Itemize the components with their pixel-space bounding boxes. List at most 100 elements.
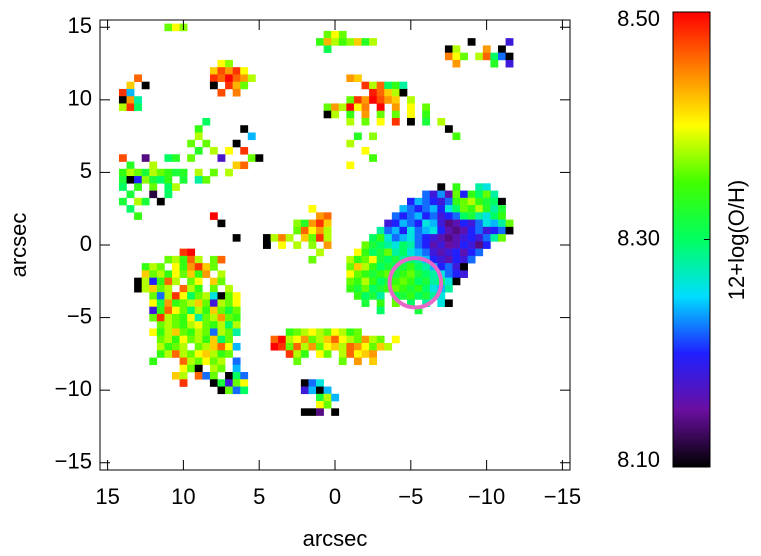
cell: [217, 277, 226, 286]
cell: [467, 219, 476, 228]
cell: [331, 328, 340, 337]
cell: [300, 226, 309, 235]
cell: [437, 117, 446, 126]
cell: [346, 270, 355, 278]
cell: [217, 299, 226, 307]
cell: [384, 81, 393, 90]
cell: [126, 103, 135, 112]
cell: [209, 263, 218, 271]
cell: [391, 241, 400, 249]
cell: [293, 335, 302, 344]
cell: [384, 88, 393, 97]
cell: [338, 38, 347, 46]
cell: [353, 263, 362, 271]
cell: [164, 270, 173, 278]
cell: [209, 342, 218, 351]
cell: [300, 342, 309, 351]
cell: [194, 176, 203, 184]
cell: [346, 96, 355, 104]
cell: [467, 205, 476, 213]
cell: [156, 328, 165, 337]
cell: [240, 147, 249, 155]
cell: [194, 372, 203, 380]
cell: [452, 45, 461, 53]
cell: [194, 328, 203, 337]
cell: [376, 306, 385, 315]
cell: [376, 335, 385, 344]
cell: [331, 30, 340, 39]
cell: [482, 45, 491, 53]
cell: [187, 248, 196, 257]
cell: [414, 248, 423, 257]
cell: [437, 241, 446, 249]
cell: [361, 299, 370, 307]
cell: [323, 342, 332, 351]
cell: [452, 277, 461, 286]
cell: [429, 197, 438, 206]
cell: [452, 183, 461, 191]
cell: [346, 117, 355, 126]
cell: [391, 103, 400, 112]
cell: [369, 248, 377, 257]
cell: [391, 110, 400, 119]
cell: [369, 88, 377, 97]
cell: [497, 226, 506, 235]
cell: [437, 183, 446, 191]
cell: [331, 408, 340, 416]
cell: [422, 270, 431, 278]
cell: [187, 328, 196, 337]
cell: [490, 197, 499, 206]
cell: [217, 292, 226, 300]
cell: [300, 219, 309, 228]
cell: [452, 212, 461, 220]
cell: [217, 313, 226, 322]
cell: [179, 168, 188, 177]
cell: [156, 263, 165, 271]
cell: [149, 190, 158, 199]
cell: [209, 147, 218, 155]
cell: [134, 96, 142, 104]
cell: [209, 306, 218, 315]
cell: [346, 110, 355, 119]
cell: [429, 190, 438, 199]
cell: [407, 299, 415, 307]
cell: [429, 212, 438, 220]
cell: [338, 357, 347, 366]
cell: [232, 328, 241, 337]
cell: [361, 103, 370, 112]
cell: [346, 342, 355, 351]
cell: [482, 190, 491, 199]
cell: [217, 342, 226, 351]
cell: [407, 248, 415, 257]
cell: [407, 205, 415, 213]
cell: [217, 306, 226, 315]
cell: [331, 110, 340, 119]
cell: [429, 234, 438, 242]
cell: [376, 299, 385, 307]
cell: [361, 255, 370, 264]
cell: [475, 183, 484, 191]
cell: [209, 335, 218, 344]
cell: [323, 30, 332, 39]
cell: [134, 212, 142, 220]
x-tick-label: 0: [329, 484, 341, 509]
cell: [232, 88, 241, 97]
cell: [467, 241, 476, 249]
cell: [429, 241, 438, 249]
cell: [225, 67, 233, 75]
cell: [407, 292, 415, 300]
cell: [497, 205, 506, 213]
cell: [460, 226, 468, 235]
cell: [126, 88, 135, 97]
cell: [376, 292, 385, 300]
y-tick-label: 5: [80, 158, 92, 183]
cell: [452, 270, 461, 278]
cell: [217, 335, 226, 344]
cell: [369, 255, 377, 264]
cell: [429, 292, 438, 300]
cell: [293, 219, 302, 228]
cell: [414, 277, 423, 286]
cell: [422, 263, 431, 271]
cell: [323, 110, 332, 119]
cell: [141, 277, 150, 286]
